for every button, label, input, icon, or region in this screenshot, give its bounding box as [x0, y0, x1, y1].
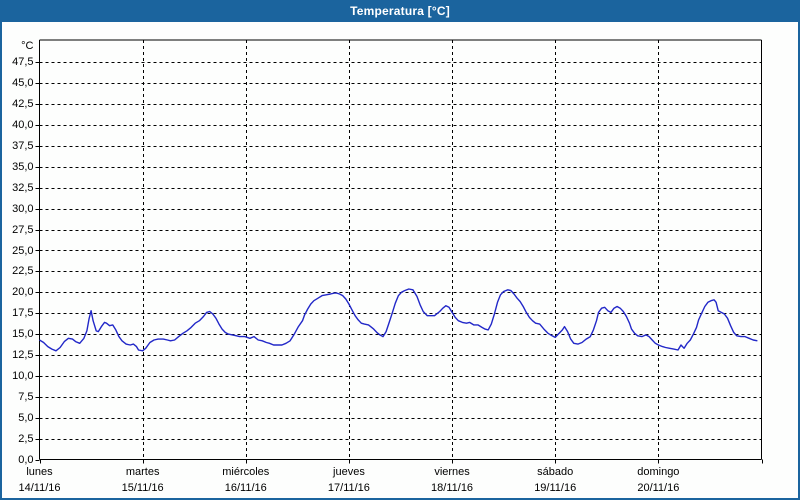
y-tick-label: 22,5 — [12, 265, 34, 278]
y-tick-label: 0,0 — [18, 453, 34, 466]
y-tick-label: 40,0 — [12, 119, 34, 132]
day-date-label: 20/11/16 — [637, 482, 680, 494]
chart-canvas — [35, 39, 763, 464]
y-tick-label: 15,0 — [12, 328, 34, 341]
y-tick-label: 7,5 — [18, 390, 34, 403]
y-tick-label: 32,5 — [12, 181, 34, 194]
y-tick-label: 20,0 — [12, 286, 34, 299]
y-tick-label: 45,0 — [12, 77, 34, 90]
titlebar: Temperatura [°C] — [0, 0, 800, 22]
day-name-label: lunes — [26, 466, 53, 478]
day-date-label: 16/11/16 — [224, 482, 267, 494]
temperature-line — [39, 288, 758, 352]
y-axis-unit-label: °C — [21, 40, 34, 52]
y-tick-label: 10,0 — [12, 369, 34, 382]
chart-area: °C 47,5 45,0 42,5 40,0 37,5 35,0 32,5 30,0 27,5 25… — [0, 22, 800, 500]
y-tick-label: 17,5 — [12, 307, 34, 320]
day-name-label: jueves — [333, 466, 365, 478]
day-name-label: domingo — [637, 466, 680, 478]
y-tick-label: 5,0 — [18, 411, 34, 424]
day-name-label: martes — [125, 466, 160, 478]
y-tick-label: 35,0 — [12, 160, 34, 173]
day-date-label: 17/11/16 — [327, 482, 370, 494]
chart-title: Temperatura [°C] — [350, 4, 450, 18]
day-date-label: 14/11/16 — [18, 482, 61, 494]
y-tick-label: 47,5 — [12, 56, 34, 69]
day-name-label: miércoles — [222, 466, 270, 478]
y-tick-label: 2,5 — [18, 432, 34, 445]
y-tick-label: 30,0 — [12, 202, 34, 215]
y-tick-label: 27,5 — [12, 223, 34, 236]
y-tick-label: 12,5 — [12, 349, 34, 361]
day-name-label: viernes — [434, 466, 470, 478]
day-date-label: 19/11/16 — [534, 482, 577, 494]
day-date-label: 18/11/16 — [431, 482, 474, 494]
day-name-label: sábado — [537, 466, 574, 478]
y-tick-label: 37,5 — [12, 140, 34, 152]
y-tick-label: 25,0 — [12, 244, 34, 257]
day-date-label: 15/11/16 — [121, 482, 164, 494]
y-tick-label: 42,5 — [12, 98, 34, 111]
